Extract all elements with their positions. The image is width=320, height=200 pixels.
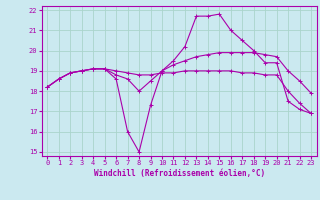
X-axis label: Windchill (Refroidissement éolien,°C): Windchill (Refroidissement éolien,°C) <box>94 169 265 178</box>
